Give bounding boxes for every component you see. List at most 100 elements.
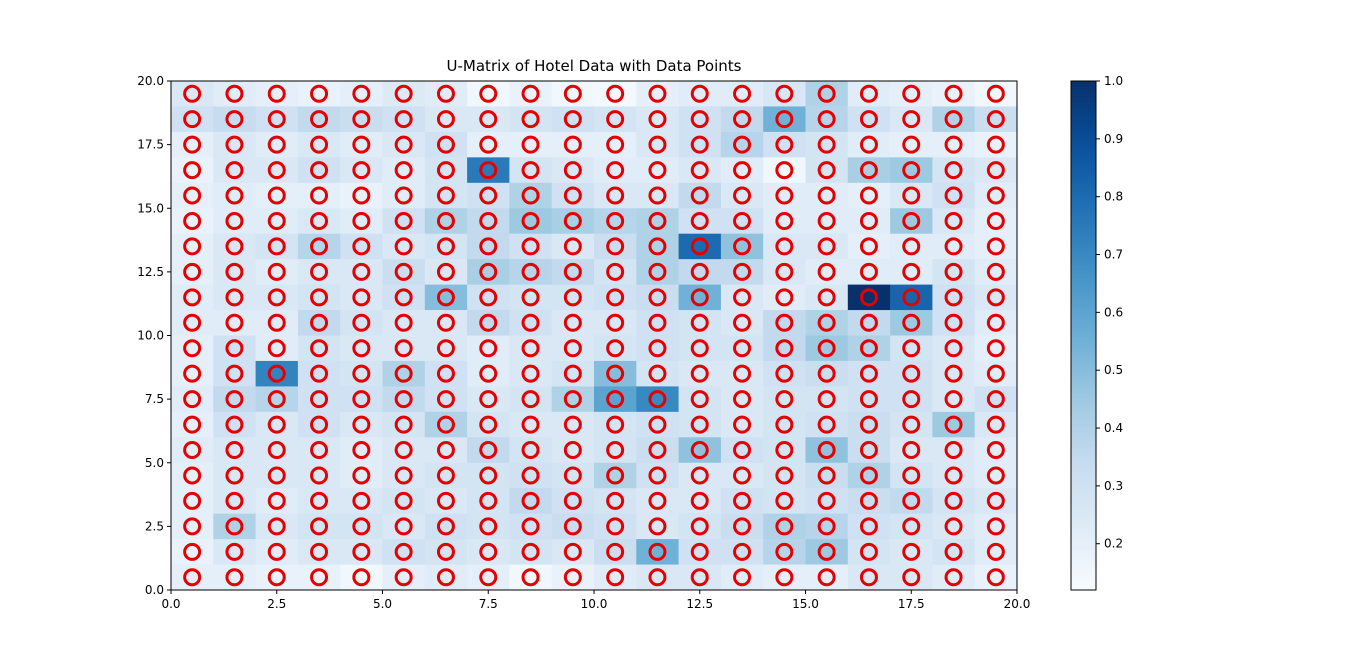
data-point-marker [648,110,667,129]
data-point-marker [521,211,540,230]
data-point-marker [733,517,752,536]
data-point-marker [521,135,540,154]
data-point-marker [902,441,921,460]
data-point-marker [733,161,752,180]
data-point-marker [394,110,413,129]
data-point-marker [352,110,371,129]
data-point-marker [817,364,836,383]
data-point-marker [902,466,921,485]
data-point-marker [986,339,1005,358]
x-tick-label: 5.0 [373,597,392,611]
data-point-marker [733,390,752,409]
data-point-marker [606,491,625,510]
data-point-marker [775,491,794,510]
data-point-marker [733,262,752,281]
data-point-marker [817,491,836,510]
data-point-marker [394,415,413,434]
data-point-marker [267,441,286,460]
data-point-marker [521,110,540,129]
data-point-marker [733,237,752,256]
data-point-marker [859,441,878,460]
colorbar-tick-label: 0.3 [1104,479,1123,493]
data-point-marker [817,84,836,103]
data-point-marker [944,466,963,485]
data-point-marker [310,288,329,307]
data-point-marker [267,491,286,510]
data-point-marker [733,441,752,460]
y-tick-label: 17.5 [137,138,164,152]
data-point-marker [733,364,752,383]
data-point-marker [775,568,794,587]
x-tick-label: 0.0 [161,597,180,611]
data-point-marker [479,542,498,561]
data-point-marker [352,491,371,510]
data-point-marker [775,135,794,154]
data-point-marker [944,84,963,103]
data-point-marker [690,491,709,510]
data-point-marker [606,441,625,460]
data-point-marker [394,390,413,409]
data-point-marker [902,135,921,154]
data-point-marker [859,390,878,409]
data-point-marker [902,313,921,332]
data-point-marker [733,542,752,561]
data-point-marker [394,84,413,103]
data-point-marker [648,542,667,561]
data-point-marker [817,466,836,485]
data-point-marker [310,313,329,332]
data-point-marker [648,135,667,154]
data-point-marker [986,390,1005,409]
data-point-marker [690,313,709,332]
data-point-marker [817,517,836,536]
y-tick-label: 20.0 [137,74,164,88]
data-point-marker [648,390,667,409]
data-point-marker [859,135,878,154]
data-point-marker [944,517,963,536]
data-point-marker [267,390,286,409]
data-point-marker [436,517,455,536]
data-point-marker [521,415,540,434]
data-point-marker [733,491,752,510]
data-point-marker [902,84,921,103]
data-point-marker [733,313,752,332]
data-point-marker [479,441,498,460]
data-point-marker [521,491,540,510]
data-point-marker [225,262,244,281]
data-point-marker [648,288,667,307]
data-point-marker [606,568,625,587]
data-point-marker [563,288,582,307]
data-point-marker [733,466,752,485]
data-point-marker [648,466,667,485]
data-point-marker [436,313,455,332]
data-point-marker [648,161,667,180]
data-point-marker [310,135,329,154]
colorbar-tick-label: 0.7 [1104,248,1123,262]
data-point-marker [775,84,794,103]
data-point-marker [606,135,625,154]
data-point-marker [183,161,202,180]
data-point-marker [521,542,540,561]
data-point-marker [775,161,794,180]
data-point-marker [310,466,329,485]
colorbar-tick-label: 0.8 [1104,190,1123,204]
data-point-marker [817,161,836,180]
data-point-marker [394,441,413,460]
colorbar [1070,80,1097,591]
data-point-marker [690,441,709,460]
data-point-marker [310,390,329,409]
data-point-marker [986,466,1005,485]
data-point-marker [859,491,878,510]
colorbar-tick-label: 0.6 [1104,305,1123,319]
data-point-marker [944,491,963,510]
data-point-marker [267,262,286,281]
data-point-marker [648,237,667,256]
data-point-marker [733,84,752,103]
data-point-marker [563,517,582,536]
data-point-marker [902,491,921,510]
data-point-marker [225,186,244,205]
data-point-marker [479,237,498,256]
data-point-marker [225,110,244,129]
y-tick-label: 7.5 [145,392,164,406]
data-point-marker [267,186,286,205]
